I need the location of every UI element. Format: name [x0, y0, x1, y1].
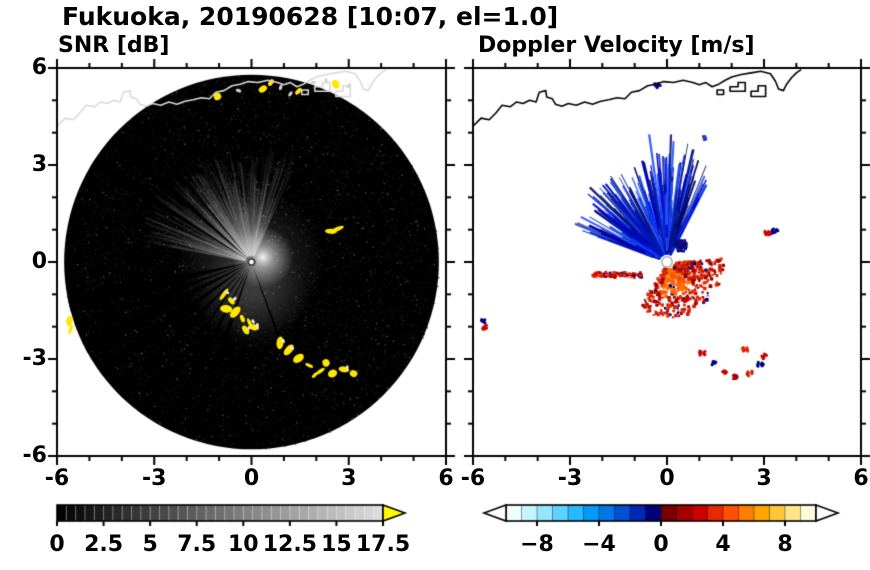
snr-colorbar-canvas: [27, 497, 413, 537]
colorbar-tick-label: 0: [49, 532, 65, 557]
colorbar-tick-label: −4: [582, 532, 616, 557]
x-tick-label: 3: [341, 466, 357, 491]
doppler-panel-title: Doppler Velocity [m/s]: [478, 33, 755, 58]
doppler-ppi-canvas: [459, 54, 870, 470]
y-tick-label: 3: [31, 152, 47, 177]
x-tick-label: -6: [44, 466, 70, 491]
figure-title: Fukuoka, 20190628 [10:07, el=1.0]: [62, 2, 559, 31]
x-tick-label: 6: [438, 466, 454, 491]
colorbar-tick-label: 10: [227, 532, 259, 557]
x-tick-label: -3: [557, 466, 583, 491]
colorbar-tick-label: 17.5: [355, 532, 411, 557]
colorbar-tick-label: 0: [653, 532, 669, 557]
colorbar-tick-label: 7.5: [177, 532, 217, 557]
colorbar-tick-label: 12.5: [262, 532, 317, 557]
colorbar-tick-label: 2.5: [84, 532, 124, 557]
doppler-colorbar-canvas: [476, 497, 846, 537]
snr-panel-title: SNR [dB]: [58, 33, 170, 58]
x-tick-label: 3: [756, 466, 772, 491]
x-tick-label: 0: [659, 466, 675, 491]
x-tick-label: -3: [142, 466, 167, 491]
x-tick-label: -6: [460, 466, 486, 491]
snr-ppi-canvas: [43, 54, 460, 470]
x-tick-label: 6: [853, 466, 869, 491]
colorbar-tick-label: −8: [520, 532, 554, 557]
y-tick-label: 6: [31, 55, 47, 80]
x-tick-label: 0: [243, 466, 260, 491]
colorbar-tick-label: 4: [715, 532, 731, 557]
y-tick-label: -6: [22, 443, 47, 468]
colorbar-tick-label: 5: [142, 532, 158, 557]
y-tick-label: -3: [22, 346, 47, 371]
colorbar-tick-label: 15: [321, 532, 352, 557]
colorbar-tick-label: 8: [777, 532, 793, 557]
y-tick-label: 0: [31, 249, 47, 274]
